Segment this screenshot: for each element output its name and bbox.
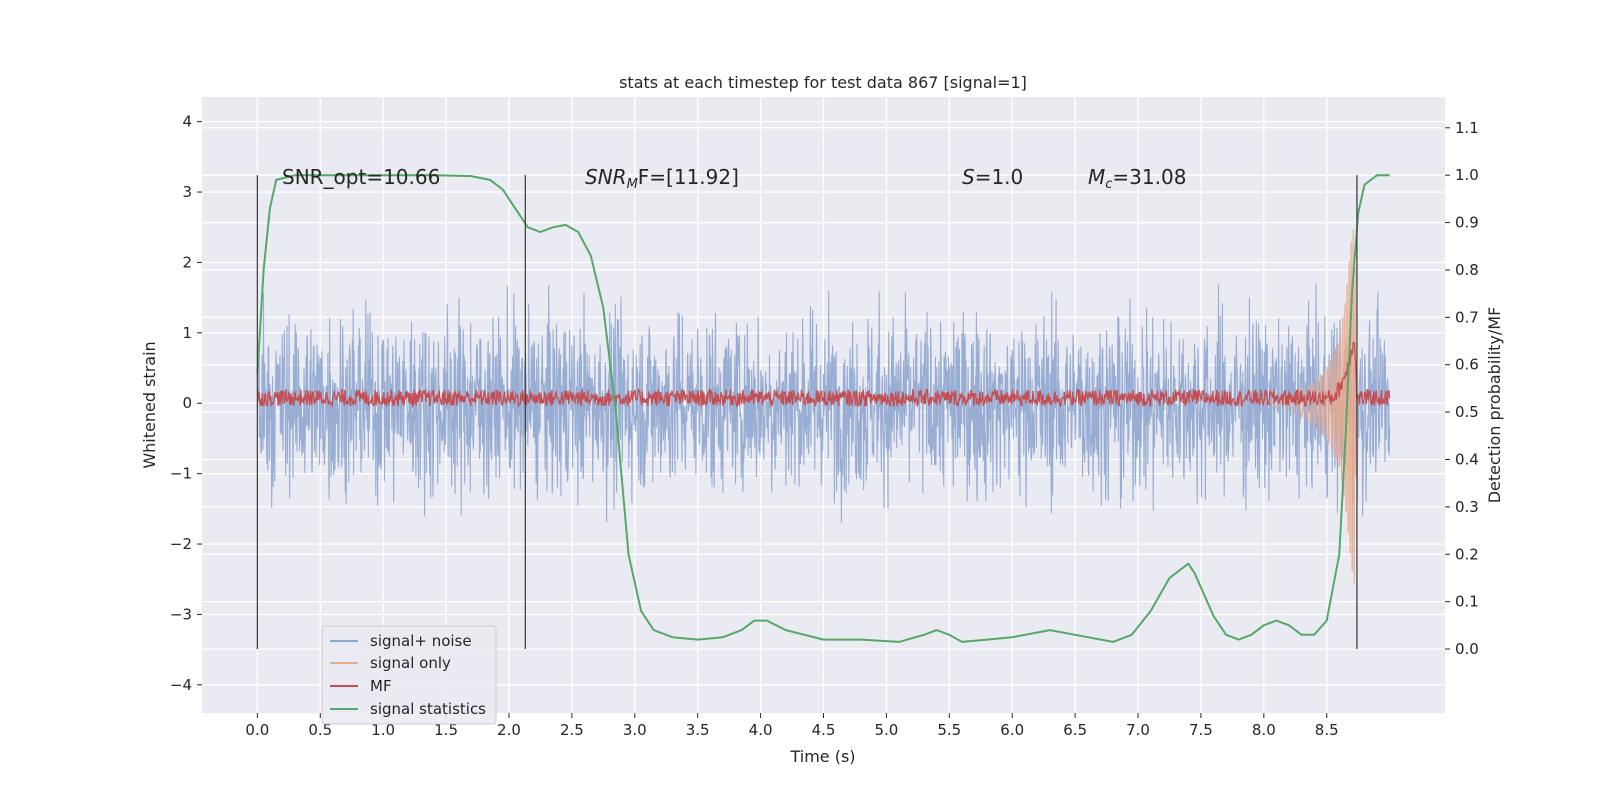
x-tick-label: 0.0	[245, 721, 269, 739]
x-ticks: 0.0 0.5 1.0 1.5 2.0 2.5 3.0 3.5 4.0 4.5 5.0 5.5 6.0 6…	[245, 713, 1339, 739]
x-tick-label: 4.0	[749, 721, 773, 739]
y-left-tick-label: −1	[170, 465, 192, 483]
series-signal-only	[1263, 229, 1358, 584]
x-tick-label: 2.0	[497, 721, 521, 739]
legend-label-signal-noise: signal+ noise	[370, 632, 472, 650]
legend-label-mf: MF	[370, 677, 392, 695]
x-tick-label: 6.0	[1000, 721, 1024, 739]
annotation-s: S=1.0	[962, 165, 1023, 189]
y-ticks-right: 0.0 0.1 0.2 0.3 0.4 0.5 0.6 0.7 0.8 0.9 1.0 1.1	[1445, 119, 1479, 658]
y-right-tick-label: 0.8	[1455, 261, 1479, 279]
y-right-tick-label: 0.5	[1455, 403, 1479, 421]
x-tick-label: 0.5	[308, 721, 332, 739]
vertical-markers	[256, 175, 1358, 650]
x-tick-label: 8.5	[1315, 721, 1339, 739]
x-tick-label: 4.5	[812, 721, 836, 739]
y-right-tick-label: 1.0	[1455, 166, 1479, 184]
x-tick-label: 5.0	[874, 721, 898, 739]
annotation-snr-mf: SNRMF=[11.92]	[585, 165, 739, 192]
x-axis-label: Time (s)	[789, 747, 855, 766]
annotation-snr-opt: SNR_opt=10.66	[282, 165, 440, 189]
y-right-tick-label: 0.0	[1455, 640, 1479, 658]
y-left-tick-label: 1	[182, 324, 192, 342]
y-axis-label-left: Whitened strain	[140, 341, 159, 468]
y-right-tick-label: 0.2	[1455, 545, 1479, 563]
y-left-tick-label: 0	[182, 394, 192, 412]
y-right-tick-label: 0.7	[1455, 308, 1479, 326]
y-left-tick-label: 3	[182, 183, 192, 201]
x-tick-label: 2.5	[560, 721, 584, 739]
y-right-tick-label: 0.4	[1455, 450, 1479, 468]
x-tick-label: 1.5	[434, 721, 458, 739]
legend-label-signal-statistics: signal statistics	[370, 700, 486, 718]
y-axis-label-right: Detection probability/MF	[1485, 307, 1504, 504]
chart-title: stats at each timestep for test data 867…	[619, 73, 1027, 92]
legend-box	[321, 625, 497, 725]
x-tick-label: 7.5	[1189, 721, 1213, 739]
x-tick-label: 7.0	[1126, 721, 1150, 739]
y-left-tick-label: −4	[170, 676, 192, 694]
x-tick-label: 5.5	[937, 721, 961, 739]
series-mf	[256, 341, 1391, 409]
x-tick-label: 6.5	[1063, 721, 1087, 739]
series-signal-statistics	[256, 174, 1390, 643]
y-left-tick-label: 4	[182, 113, 192, 131]
x-tick-label: 1.0	[371, 721, 395, 739]
x-tick-label: 3.0	[623, 721, 647, 739]
y-left-tick-label: −2	[170, 535, 192, 553]
series-layer	[256, 174, 1391, 643]
y-left-tick-label: −3	[170, 605, 192, 623]
x-tick-label: 8.0	[1252, 721, 1276, 739]
legend: signal+ noise signal only MF signal stat…	[321, 625, 497, 725]
y-right-tick-label: 0.3	[1455, 498, 1479, 516]
y-ticks-left: −4 −3 −2 −1 0 1 2 3 4	[170, 113, 202, 694]
x-tick-label: 3.5	[686, 721, 710, 739]
legend-label-signal-only: signal only	[370, 654, 451, 672]
y-right-tick-label: 1.1	[1455, 119, 1479, 137]
y-right-tick-label: 0.9	[1455, 214, 1479, 232]
annotation-mc: Mc=31.08	[1088, 165, 1186, 192]
y-right-tick-label: 0.1	[1455, 593, 1479, 611]
y-right-tick-label: 0.6	[1455, 356, 1479, 374]
y-left-tick-label: 2	[182, 253, 192, 271]
